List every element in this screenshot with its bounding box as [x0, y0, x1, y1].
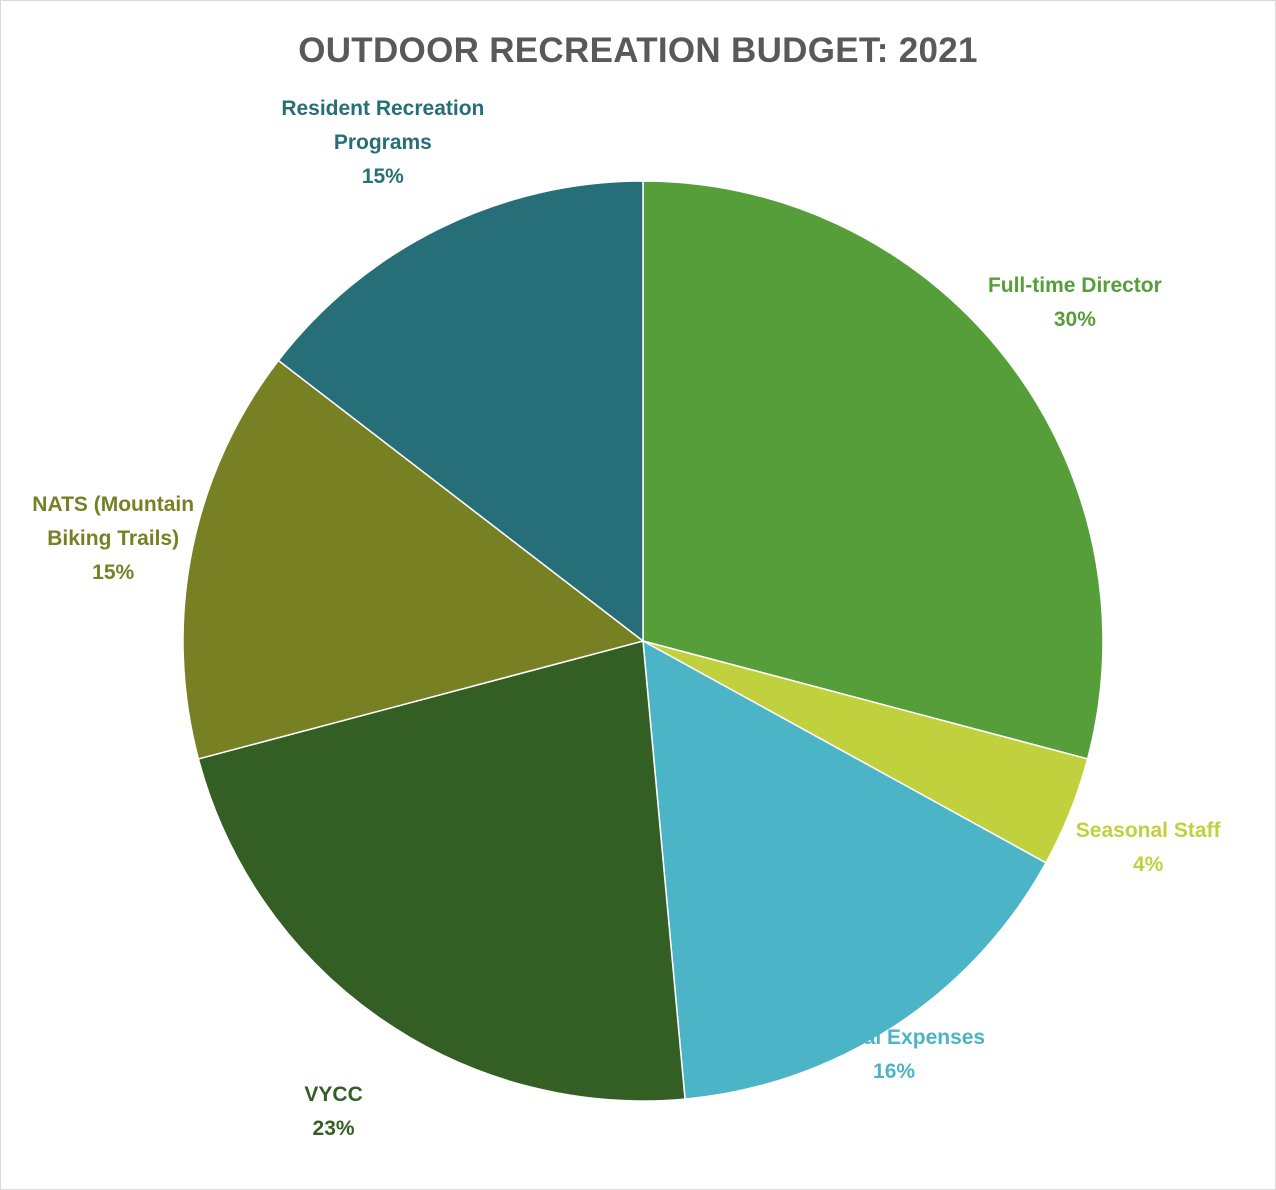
slice-label-name: Programs	[333, 131, 432, 155]
slice-label-percent: 16%	[873, 1060, 916, 1084]
slice-label-vycc: VYCC 23%	[304, 1078, 362, 1146]
slice-label-full-time-director: Full-time Director 30%	[988, 269, 1162, 337]
chart-title: OUTDOOR RECREATION BUDGET: 2021	[298, 31, 978, 70]
slice-label-name: Biking Trails)	[47, 526, 180, 550]
pie-slice-resident-recreation-programs	[277, 180, 644, 643]
pie-slice-nats-mountain-biking-trails	[182, 359, 645, 760]
slice-label-percent: 15%	[361, 165, 404, 189]
slice-label-percent: 4%	[1132, 852, 1164, 876]
slice-label-resident-recreation-programs: Resident Recreation Programs 15%	[281, 92, 484, 194]
slice-label-percent: 30%	[1053, 307, 1096, 331]
pie-slice-full-time-director	[642, 180, 1104, 760]
slice-label-percent: 23%	[312, 1117, 355, 1141]
slice-label-name: Resident Recreation	[281, 97, 485, 121]
slice-label-name: Full-time Director	[987, 273, 1162, 297]
slice-label-percent: 15%	[92, 560, 135, 584]
slice-label-name: General Expenses	[803, 1026, 986, 1050]
slice-label-name: Seasonal Staff	[1075, 818, 1221, 842]
slice-label-name: NATS (Mountain	[32, 492, 195, 516]
pie-slice-general-expenses	[642, 639, 1047, 1100]
slice-label-nats-mountain-biking-trails: NATS (Mountain Biking Trails) 15%	[32, 488, 194, 590]
slice-label-seasonal-staff: Seasonal Staff 4%	[1076, 814, 1221, 882]
slice-label-name: VYCC	[304, 1083, 363, 1107]
slice-label-general-expenses: General Expenses 16%	[803, 1021, 985, 1089]
pie-slice-vycc	[197, 640, 686, 1102]
